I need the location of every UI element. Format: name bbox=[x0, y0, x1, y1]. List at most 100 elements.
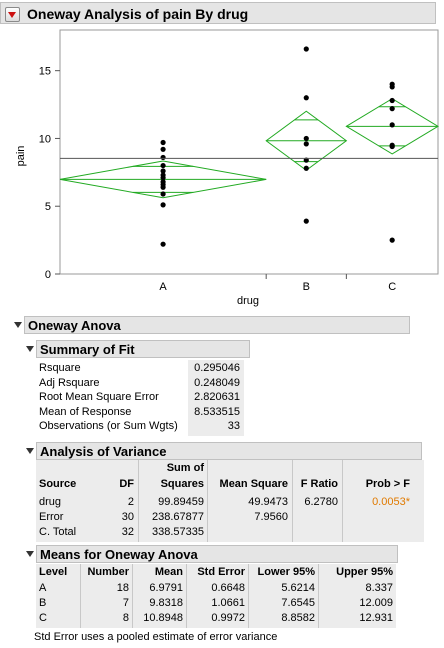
aov-source: drug bbox=[39, 496, 62, 508]
means-header-level: Level bbox=[39, 566, 68, 578]
summary-of-fit-disclosure-icon[interactable] bbox=[26, 346, 34, 352]
data-point bbox=[160, 202, 166, 208]
aov-header-ss-bottom: Squares bbox=[160, 478, 204, 490]
means-upper: 12.931 bbox=[359, 612, 393, 624]
y-tick-label: 15 bbox=[39, 66, 51, 78]
aov-header-df: DF bbox=[119, 478, 134, 490]
means-number: 18 bbox=[116, 582, 129, 594]
red-triangle-menu-button[interactable] bbox=[5, 7, 20, 22]
means-footnote: Std Error uses a pooled estimate of erro… bbox=[34, 631, 278, 643]
aov-ms: 49.9473 bbox=[248, 496, 288, 508]
aov-header-source: Source bbox=[39, 478, 77, 490]
means-se: 0.6648 bbox=[211, 582, 245, 594]
means-lower: 7.6545 bbox=[281, 597, 315, 609]
means-number: 7 bbox=[122, 597, 129, 609]
y-tick-label: 5 bbox=[45, 201, 51, 213]
y-tick-label: 10 bbox=[39, 133, 51, 145]
means-header[interactable]: Means for Oneway Anova bbox=[36, 545, 398, 563]
sof-label: Mean of Response bbox=[39, 405, 132, 418]
means-level: C bbox=[39, 612, 47, 624]
data-point bbox=[160, 241, 166, 247]
oneway-chart: 0 5 10 15 A B C pain drug bbox=[15, 29, 439, 307]
summary-of-fit-title: Summary of Fit bbox=[40, 342, 135, 357]
aov-ms: 7.9560 bbox=[254, 511, 288, 523]
aov-prob: 0.0053* bbox=[372, 496, 410, 508]
data-point bbox=[160, 191, 166, 197]
data-point bbox=[303, 165, 309, 171]
aov-df: 32 bbox=[121, 526, 134, 538]
data-point bbox=[303, 157, 309, 163]
means-header-number: Number bbox=[87, 566, 129, 578]
means-level: A bbox=[39, 582, 47, 594]
report-title: Oneway Analysis of pain By drug bbox=[27, 6, 249, 22]
data-point bbox=[160, 184, 166, 190]
means-header-upper: Upper 95% bbox=[336, 566, 393, 578]
oneway-anova-title: Oneway Anova bbox=[28, 318, 121, 333]
means-disclosure-icon[interactable] bbox=[26, 551, 34, 557]
data-point bbox=[389, 84, 395, 90]
means-table: Level Number Mean Std Error Lower 95% Up… bbox=[36, 564, 396, 628]
aov-source: C. Total bbox=[39, 526, 77, 538]
report-header[interactable]: Oneway Analysis of pain By drug bbox=[0, 2, 436, 24]
data-point bbox=[389, 106, 395, 112]
sof-label: Root Mean Square Error bbox=[39, 391, 159, 403]
analysis-of-variance-header[interactable]: Analysis of Variance bbox=[36, 442, 422, 460]
summary-of-fit-header[interactable]: Summary of Fit bbox=[36, 340, 250, 358]
sof-value: 8.533515 bbox=[194, 405, 240, 418]
x-axis-label: drug bbox=[237, 295, 259, 307]
data-point bbox=[303, 218, 309, 224]
data-point bbox=[160, 162, 166, 169]
aov-header-p: Prob > F bbox=[365, 478, 410, 490]
y-tick-label: 0 bbox=[45, 269, 51, 281]
means-header-lower: Lower 95% bbox=[257, 566, 315, 578]
aov-header-ss-top: Sum of bbox=[166, 462, 204, 474]
sof-value: 0.295046 bbox=[194, 362, 240, 374]
data-point bbox=[160, 154, 166, 161]
data-point bbox=[160, 146, 166, 152]
means-se: 1.0661 bbox=[211, 597, 245, 609]
sof-value: 33 bbox=[227, 420, 240, 432]
data-point bbox=[389, 143, 395, 150]
data-point bbox=[389, 237, 395, 243]
means-se: 0.9972 bbox=[211, 612, 245, 624]
data-point bbox=[389, 97, 395, 104]
data-point bbox=[389, 122, 395, 128]
sof-label: Adj Rsquare bbox=[39, 376, 100, 389]
oneway-anova-disclosure-icon[interactable] bbox=[14, 322, 22, 328]
aov-ss: 99.89459 bbox=[158, 496, 204, 508]
plot-frame bbox=[59, 29, 439, 275]
oneway-anova-header[interactable]: Oneway Anova bbox=[24, 316, 410, 334]
aov-df: 30 bbox=[121, 511, 134, 523]
means-title: Means for Oneway Anova bbox=[40, 547, 198, 562]
sof-label: Rsquare bbox=[39, 362, 81, 374]
means-header-mean: Mean bbox=[154, 566, 183, 578]
aov-header-f: F Ratio bbox=[300, 478, 338, 490]
y-axis: 0 5 10 15 bbox=[39, 66, 60, 281]
x-tick-label: A bbox=[159, 281, 167, 293]
aov-f: 6.2780 bbox=[304, 496, 338, 508]
sof-label: Observations (or Sum Wgts) bbox=[39, 420, 178, 432]
analysis-of-variance-title: Analysis of Variance bbox=[40, 444, 167, 459]
analysis-of-variance-table: Sum of Source DF Squares Mean Square F R… bbox=[36, 460, 424, 542]
x-tick-label: C bbox=[388, 281, 396, 293]
analysis-of-variance-disclosure-icon[interactable] bbox=[26, 448, 34, 454]
means-header-se: Std Error bbox=[197, 566, 245, 578]
data-point bbox=[160, 139, 166, 146]
sof-value: 2.820631 bbox=[194, 391, 240, 403]
means-lower: 8.8582 bbox=[281, 612, 315, 624]
data-point bbox=[303, 46, 309, 52]
red-triangle-icon bbox=[8, 12, 16, 18]
x-tick-label: B bbox=[303, 281, 310, 293]
aov-ss: 238.67877 bbox=[152, 511, 204, 523]
data-point bbox=[160, 168, 166, 174]
aov-df: 2 bbox=[127, 496, 134, 508]
means-upper: 8.337 bbox=[365, 582, 393, 594]
data-point bbox=[303, 95, 309, 101]
data-point bbox=[160, 175, 166, 181]
x-axis: A B C bbox=[159, 274, 396, 293]
means-lower: 5.6214 bbox=[281, 582, 315, 594]
y-axis-label: pain bbox=[15, 146, 27, 167]
means-mean: 6.9791 bbox=[149, 582, 183, 594]
means-mean: 9.8318 bbox=[149, 597, 183, 609]
aov-source: Error bbox=[39, 511, 64, 523]
